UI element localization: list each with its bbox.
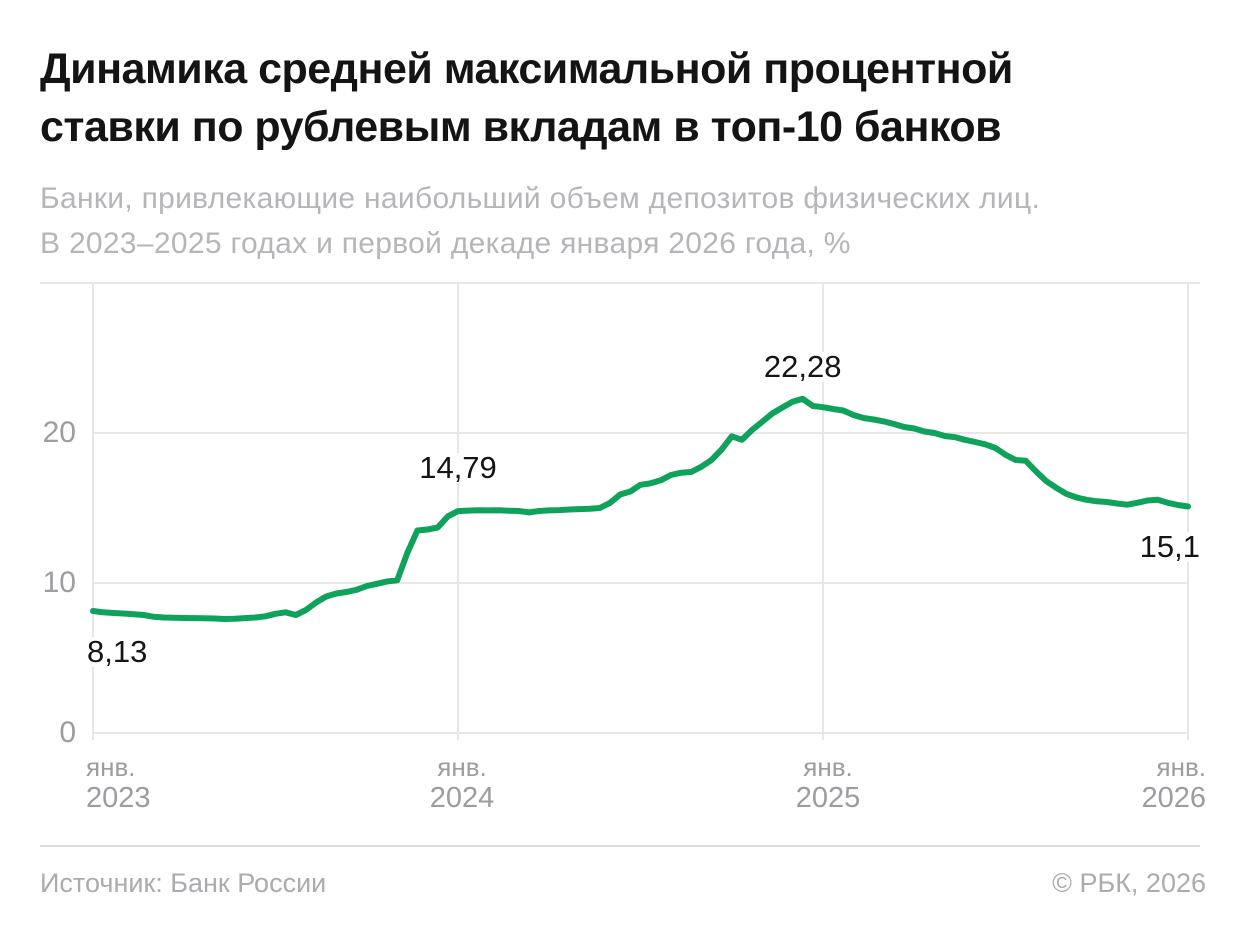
chart-subtitle-line-1: Банки, привлекающие наибольший объем деп… xyxy=(40,182,1041,215)
x-axis-label-jan-2026-year: 2026 xyxy=(1141,782,1206,814)
footer-divider xyxy=(40,845,1200,847)
x-axis-label-jan-2026: янв. 2026 xyxy=(1086,752,1206,815)
x-axis-label-jan-2024: янв. 2024 xyxy=(402,752,522,815)
x-axis-label-jan-2025-month: янв. xyxy=(803,752,853,782)
data-label-jan-2024: 14,79 xyxy=(416,452,500,484)
x-axis-label-jan-2024-year: 2024 xyxy=(429,782,495,814)
x-axis-label-jan-2025: янв. 2025 xyxy=(768,752,888,815)
rate-line xyxy=(90,395,1191,622)
data-label-end: 15,1 xyxy=(1136,531,1203,562)
page-title-line-2: ставки по рублевым вкладам в топ-10 банк… xyxy=(40,103,1002,151)
y-axis-label-10: 10 xyxy=(42,566,76,599)
x-axis-label-jan-2023-month: янв. xyxy=(86,752,136,782)
x-axis-label-jan-2026-month: янв. xyxy=(1156,752,1206,782)
page-title: Динамика средней максимальной процентной… xyxy=(40,40,1013,156)
x-axis-label-jan-2024-month: янв. xyxy=(437,752,487,782)
page-title-line-1: Динамика средней максимальной процентной xyxy=(40,45,1013,93)
footer-source: Источник: Банк России xyxy=(40,868,327,898)
x-axis-label-jan-2023: янв. 2023 xyxy=(86,752,206,815)
chart-subtitle: Банки, привлекающие наибольший объем деп… xyxy=(40,176,1040,266)
data-label-start: 8,13 xyxy=(84,636,151,668)
y-axis-label-20: 20 xyxy=(42,416,76,449)
data-label-peak: 22,28 xyxy=(760,351,845,382)
footer-copyright: © РБК, 2026 xyxy=(1052,868,1206,898)
y-axis-label-0: 0 xyxy=(59,716,76,749)
x-axis-label-jan-2025-year: 2025 xyxy=(795,782,861,814)
x-axis-label-jan-2023-year: 2023 xyxy=(86,782,151,814)
chart-subtitle-line-2: В 2023–2025 годах и первой декаде января… xyxy=(40,227,851,260)
